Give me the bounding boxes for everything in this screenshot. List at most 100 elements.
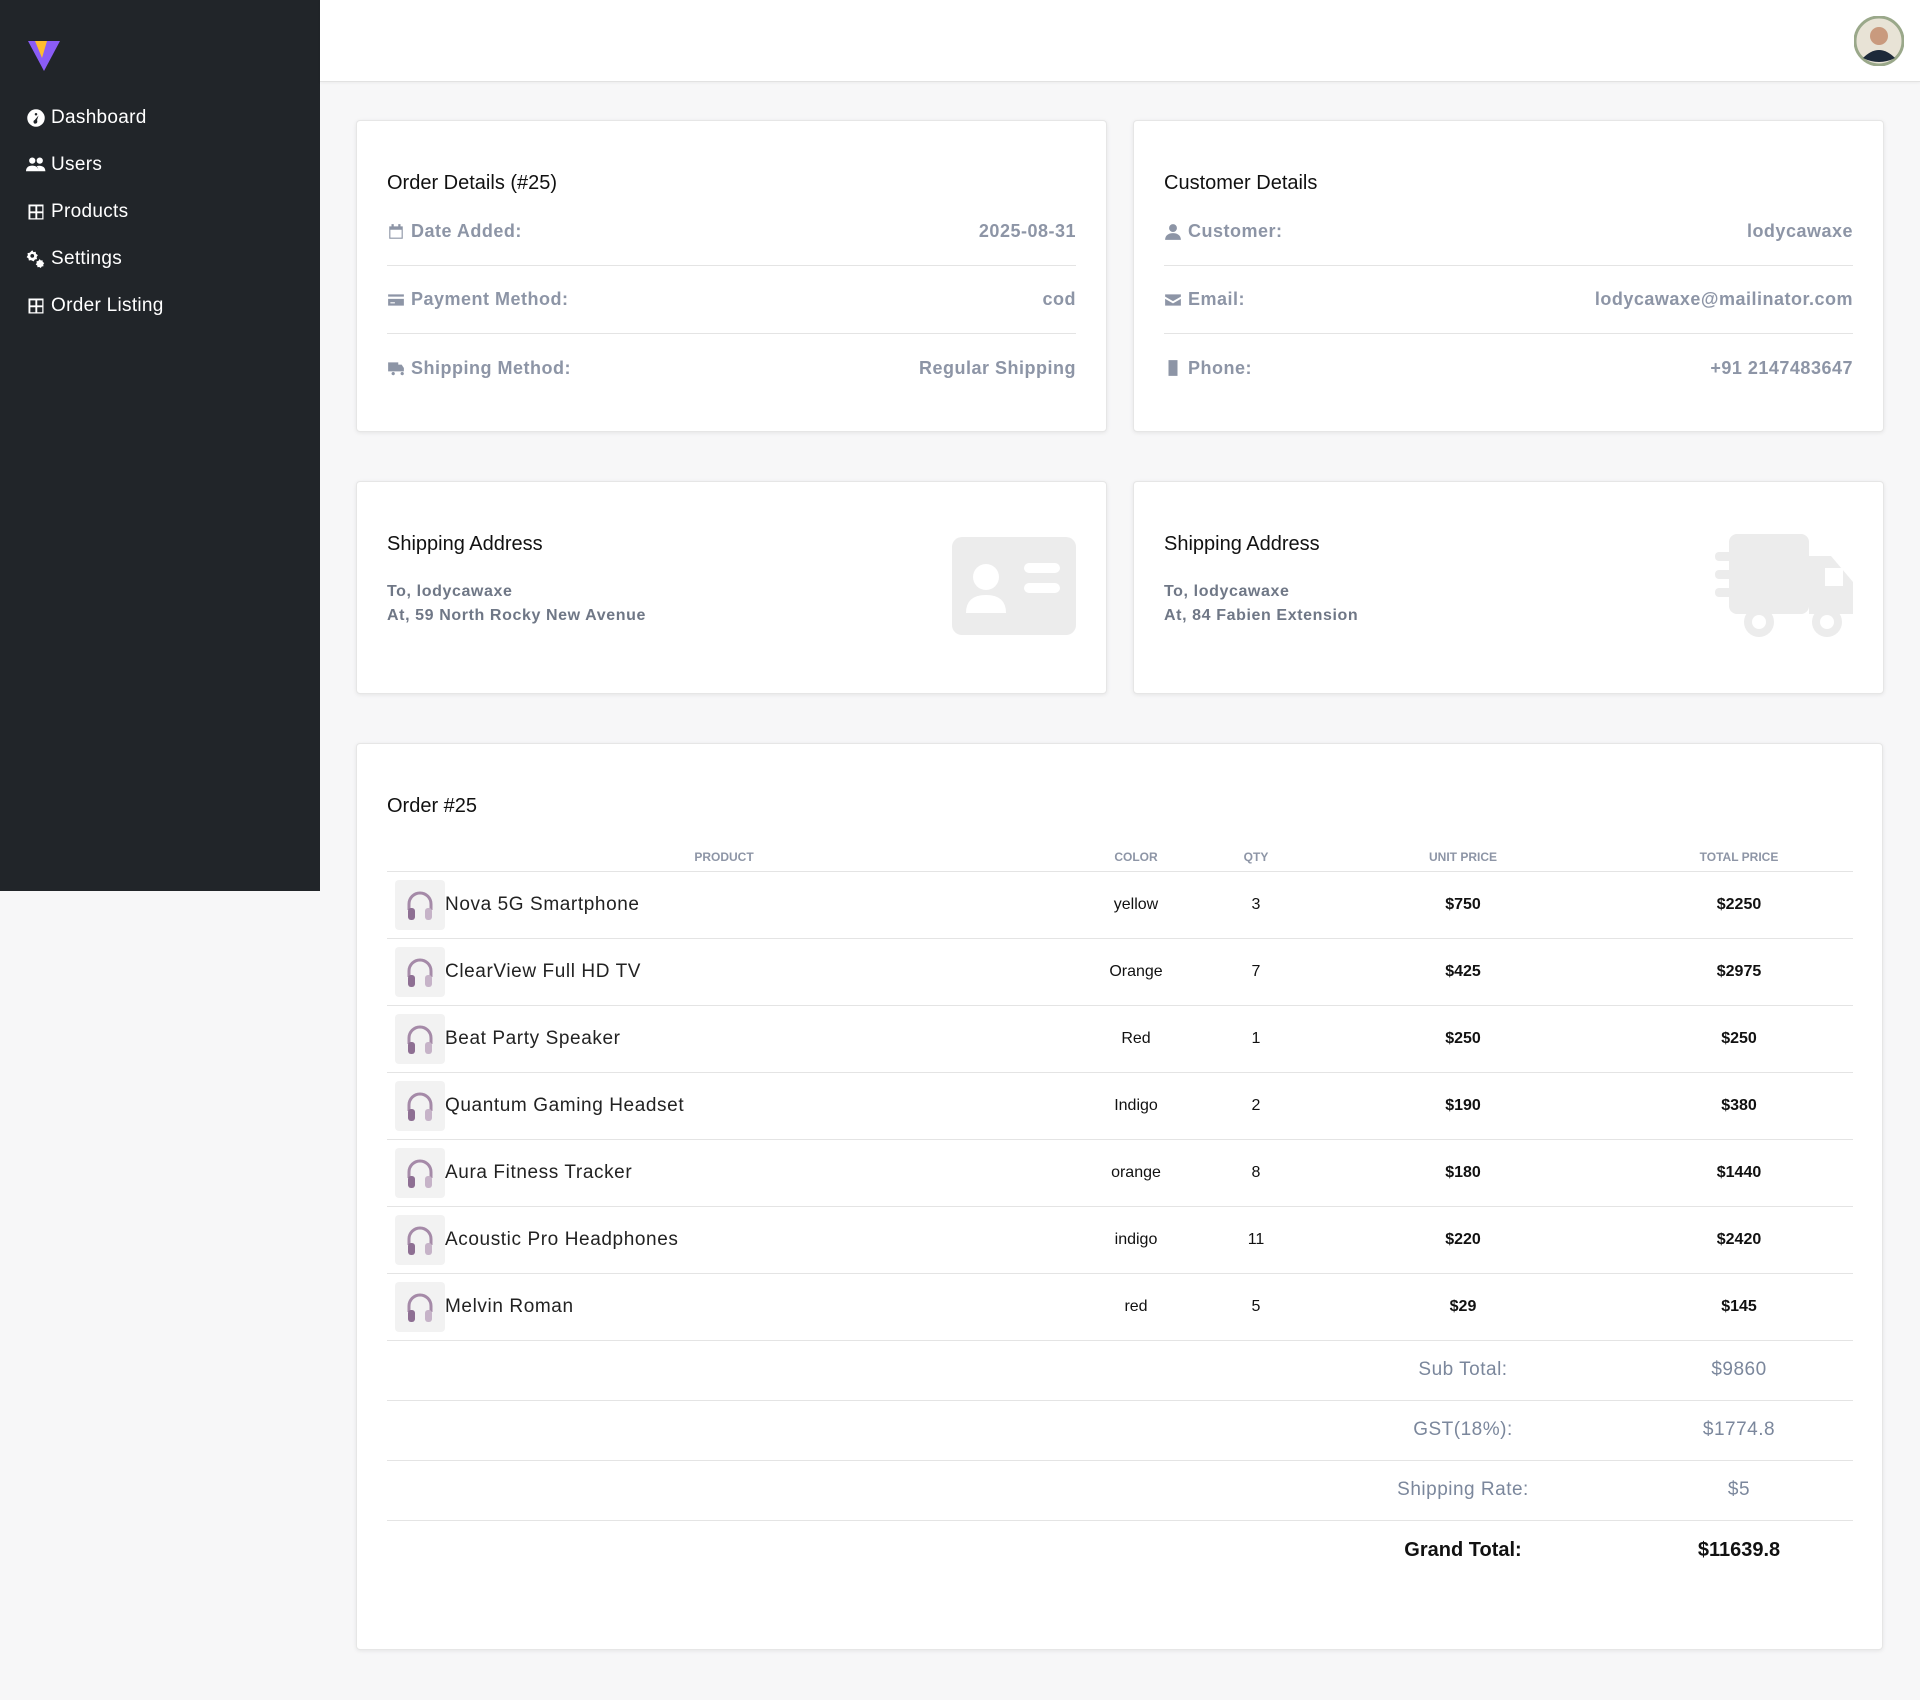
order-table: PRODUCT COLOR QTY UNIT PRICE TOTAL PRICE Nov… xyxy=(387,843,1853,1580)
total-label: Grand Total: xyxy=(1404,1538,1522,1561)
card-title: Order Details (#25) xyxy=(387,172,558,194)
product-name: Acoustic Pro Headphones xyxy=(445,1228,679,1250)
product-name: ClearView Full HD TV xyxy=(445,960,642,982)
avatar[interactable] xyxy=(1854,16,1904,66)
unit-price-cell: $220 xyxy=(1301,1206,1625,1274)
detail-value: cod xyxy=(1042,289,1076,309)
color-cell: Indigo xyxy=(1061,1072,1211,1140)
order-card: Order #25 PRODUCT COLOR QTY UNIT PRICE TOTAL… xyxy=(356,743,1883,1650)
total-value: $1774.8 xyxy=(1625,1400,1853,1461)
color-cell: indigo xyxy=(1061,1206,1211,1274)
headphones-image xyxy=(407,1159,433,1188)
spacer xyxy=(387,1340,1301,1401)
detail-label: Date Added: xyxy=(411,221,522,241)
card-title: Shipping Address xyxy=(1164,533,1320,555)
headphones-image xyxy=(407,1293,433,1322)
detail-row: Payment Method: cod xyxy=(387,266,1076,334)
total-value: $11639.8 xyxy=(1697,1538,1781,1561)
product: Acoustic Pro Headphones xyxy=(395,1214,1060,1265)
product: Quantum Gaming Headset xyxy=(395,1080,1060,1131)
nav-item[interactable]: Dashboard xyxy=(26,94,164,141)
icon xyxy=(388,293,404,306)
nav-item[interactable]: Order Listing xyxy=(26,282,164,329)
product: ClearView Full HD TV xyxy=(395,946,1060,997)
detail-row: Phone: +91 2147483647 xyxy=(1164,334,1853,402)
icon xyxy=(1168,360,1178,376)
total-row: Sub Total: $9860 xyxy=(387,1340,1853,1401)
order-row: Beat Party Speaker Red 1 $250 $250 xyxy=(387,1005,1853,1073)
qty-cell: 11 xyxy=(1211,1206,1301,1274)
product-name: Quantum Gaming Headset xyxy=(445,1094,685,1116)
product-cell: Aura Fitness Tracker xyxy=(387,1139,1061,1207)
detail-label: Email: xyxy=(1188,289,1246,309)
product-thumb xyxy=(395,1214,445,1265)
nav-label[interactable]: Dashboard xyxy=(51,106,147,128)
order-row: Aura Fitness Tracker orange 8 $180 $1440 xyxy=(387,1139,1853,1207)
total-label: Sub Total: xyxy=(1301,1340,1625,1401)
top-bar xyxy=(320,0,1920,82)
product: Aura Fitness Tracker xyxy=(395,1147,1060,1198)
icon xyxy=(26,157,46,171)
icon xyxy=(1165,293,1181,306)
address-card: Shipping Address To, lodycawaxe At, 59 No… xyxy=(356,481,1107,694)
nav-label[interactable]: Order Listing xyxy=(51,294,164,316)
product-thumb xyxy=(395,946,445,997)
product-name: Beat Party Speaker xyxy=(445,1027,621,1049)
product-cell: Quantum Gaming Headset xyxy=(387,1072,1061,1140)
detail-label-wrap: Email: xyxy=(1164,289,1245,310)
address-line: To, lodycawaxe xyxy=(387,583,513,600)
address-line: To, lodycawaxe xyxy=(1164,583,1290,600)
nav-item[interactable]: Products xyxy=(26,188,164,235)
icon xyxy=(28,204,44,219)
order-row: Melvin Roman red 5 $29 $145 xyxy=(387,1273,1853,1341)
icon xyxy=(26,249,45,268)
product-name: Melvin Roman xyxy=(445,1295,574,1317)
detail-row: Customer: lodycawaxe xyxy=(1164,198,1853,266)
nav-item[interactable]: Settings xyxy=(26,235,164,282)
unit-price-cell: $180 xyxy=(1301,1139,1625,1207)
address-icon xyxy=(952,537,1076,635)
qty-cell: 2 xyxy=(1211,1072,1301,1140)
spacer xyxy=(387,1400,1301,1461)
total-value: $9860 xyxy=(1625,1340,1853,1401)
column-header: TOTAL PRICE xyxy=(1625,843,1853,872)
headphones-image xyxy=(407,958,433,987)
detail-value: Regular Shipping xyxy=(918,357,1076,378)
logo[interactable] xyxy=(27,38,61,72)
detail-label: Customer: xyxy=(1188,221,1283,241)
column-header: PRODUCT xyxy=(387,843,1061,872)
order-row: Acoustic Pro Headphones indigo 11 $220 $2420 xyxy=(387,1206,1853,1274)
headphones-image xyxy=(407,891,433,920)
card-title: Customer Details xyxy=(1164,172,1318,194)
nav-label[interactable]: Users xyxy=(51,153,103,175)
detail-row: Date Added: 2025-08-31 xyxy=(387,198,1076,266)
spacer xyxy=(387,1460,1301,1521)
nav-label[interactable]: Settings xyxy=(51,247,123,269)
total-row: GST(18%): $1774.8 xyxy=(387,1400,1853,1461)
product-thumb xyxy=(395,1281,445,1332)
total-price-cell: $145 xyxy=(1625,1273,1853,1341)
icon xyxy=(27,108,45,127)
order-row: Nova 5G Smartphone yellow 3 $750 $2250 xyxy=(387,871,1853,939)
nav-label[interactable]: Products xyxy=(51,200,129,222)
column-header: COLOR xyxy=(1061,843,1211,872)
product-thumb xyxy=(395,1013,445,1064)
qty-cell: 7 xyxy=(1211,938,1301,1006)
detail-value: +91 2147483647 xyxy=(1710,357,1853,378)
product-cell: Nova 5G Smartphone xyxy=(387,871,1061,939)
detail-label: Phone: xyxy=(1188,357,1252,378)
product: Beat Party Speaker xyxy=(395,1013,1060,1064)
headphones-image xyxy=(407,1226,433,1255)
total-price-cell: $2420 xyxy=(1625,1206,1853,1274)
product-cell: Acoustic Pro Headphones xyxy=(387,1206,1061,1274)
qty-cell: 1 xyxy=(1211,1005,1301,1073)
headphones-image xyxy=(407,1092,433,1121)
unit-price-cell: $29 xyxy=(1301,1273,1625,1341)
detail-label: Payment Method: xyxy=(411,289,569,309)
sidebar: Dashboard Users Products Settings Order List… xyxy=(0,0,320,891)
icon xyxy=(389,223,403,239)
nav-item[interactable]: Users xyxy=(26,141,164,188)
product-name: Aura Fitness Tracker xyxy=(445,1161,633,1183)
product: Nova 5G Smartphone xyxy=(395,879,1060,930)
product-cell: Melvin Roman xyxy=(387,1273,1061,1341)
